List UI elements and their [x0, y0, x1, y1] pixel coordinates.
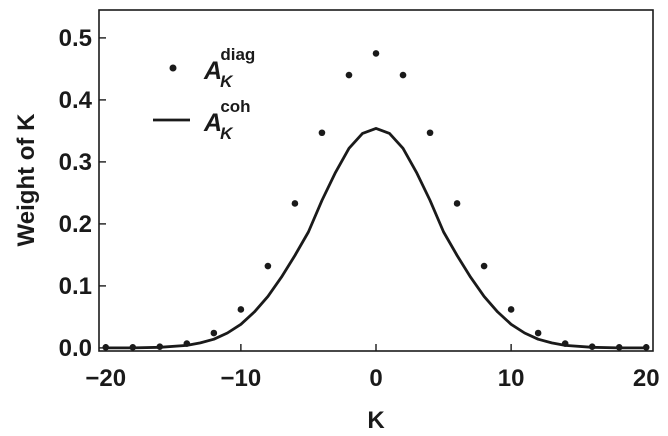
- legend-marker-diag: [169, 64, 177, 72]
- y-axis-ticks: 0.0 0.1 0.2 0.3 0.4 0.5: [59, 25, 106, 362]
- data-point-diag: [183, 340, 191, 347]
- data-point-diag: [372, 50, 380, 57]
- series-layer: [102, 50, 650, 351]
- y-tick-label: 0.1: [59, 273, 92, 300]
- data-point-diag: [534, 329, 542, 337]
- legend: AKdiag AKcoh: [153, 45, 255, 143]
- data-point-diag: [237, 306, 245, 313]
- data-point-diag: [642, 343, 650, 351]
- plot-frame: [98, 9, 654, 352]
- y-tick-label: 0.5: [59, 25, 92, 52]
- data-point-diag: [345, 71, 353, 79]
- y-tick-label: 0.3: [59, 149, 92, 176]
- x-tick-label: −10: [221, 365, 262, 392]
- data-point-diag: [210, 329, 218, 337]
- data-point-diag: [426, 129, 434, 137]
- x-tick-label: 20: [633, 365, 660, 392]
- data-point-diag: [615, 343, 623, 351]
- x-tick-label: 0: [369, 365, 382, 392]
- x-axis-label: K: [367, 407, 385, 434]
- data-point-diag: [291, 200, 299, 207]
- data-point-diag: [399, 71, 407, 79]
- series-line-coh: [105, 126, 647, 350]
- legend-label-diag: AKdiag: [203, 45, 255, 91]
- data-point-diag: [480, 262, 488, 270]
- data-point-diag: [102, 343, 110, 351]
- y-axis-label: Weight of K: [13, 113, 40, 247]
- data-point-diag: [318, 129, 326, 137]
- x-tick-label: −20: [85, 365, 126, 392]
- data-point-diag: [588, 343, 596, 350]
- data-point-diag: [561, 340, 569, 347]
- data-point-diag: [156, 343, 164, 350]
- x-tick-label: 10: [498, 365, 525, 392]
- y-tick-label: 0.0: [59, 335, 92, 362]
- data-point-diag: [507, 306, 515, 313]
- y-tick-label: 0.4: [59, 87, 93, 114]
- data-point-diag: [453, 200, 461, 207]
- data-point-diag: [264, 262, 272, 270]
- y-tick-label: 0.2: [59, 211, 92, 238]
- legend-label-coh: AKcoh: [203, 97, 251, 143]
- x-axis-ticks: −20 −10 0 10 20: [85, 344, 660, 392]
- data-point-diag: [129, 343, 137, 351]
